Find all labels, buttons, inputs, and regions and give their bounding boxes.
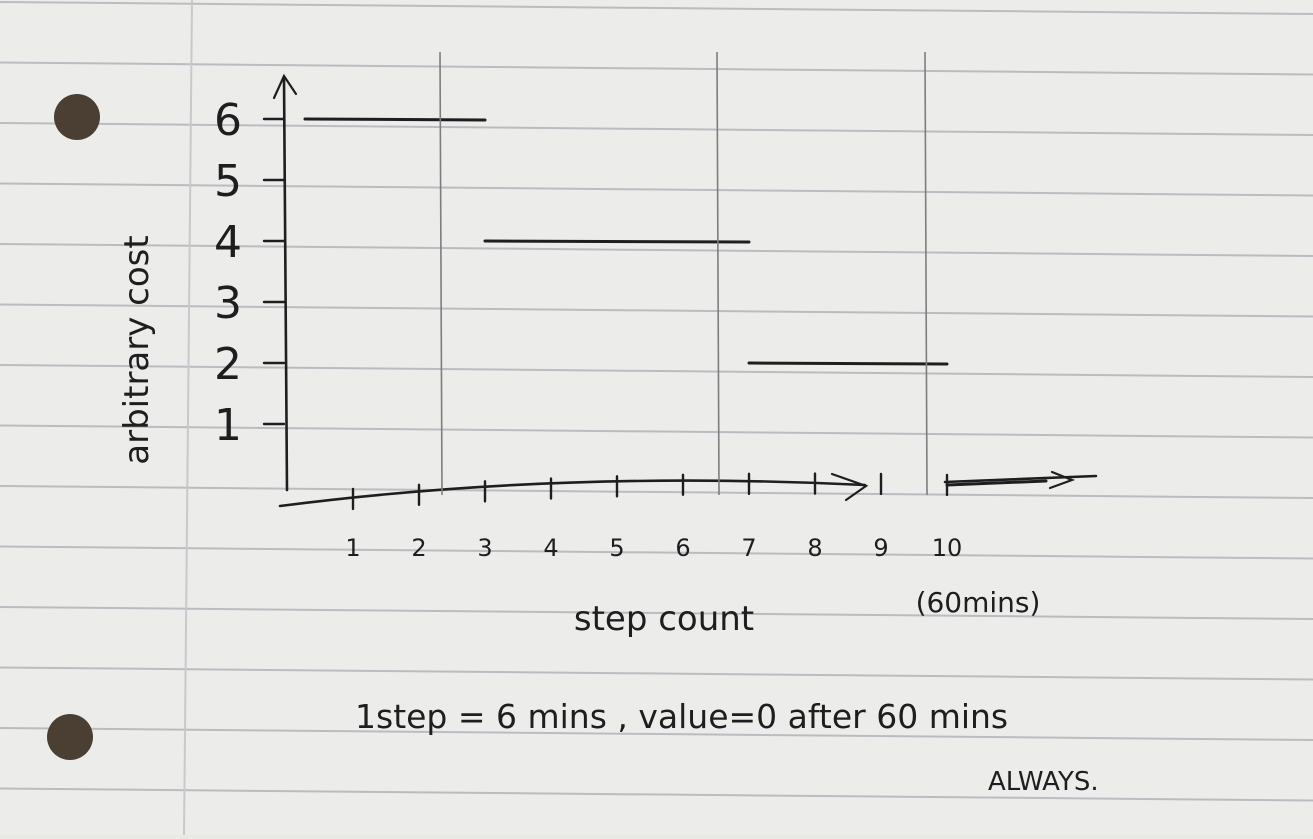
y-tick-label: 3 <box>214 278 242 329</box>
ruled-line <box>0 122 1313 136</box>
punch-hole-top <box>54 94 100 140</box>
x-tick-label: 8 <box>807 534 822 562</box>
chart-axes <box>272 73 1098 508</box>
x-axis-extension <box>943 474 1098 484</box>
x-axis-end-note: (60mins) <box>916 586 1041 619</box>
ruled-line <box>0 364 1313 378</box>
y-tick-label: 4 <box>214 217 242 268</box>
ruled-line <box>0 666 1313 681</box>
y-tick-label: 6 <box>214 95 242 146</box>
x-axis-line <box>278 479 867 508</box>
x-tick-marks <box>351 472 949 511</box>
y-tick-marks <box>262 117 286 426</box>
step-riser <box>924 51 928 496</box>
x-axis-arrowhead <box>830 472 869 502</box>
step-segment <box>945 479 1048 487</box>
y-tick-label: 1 <box>214 400 242 451</box>
step-segment <box>483 239 751 244</box>
x-tick-label: 6 <box>675 534 690 562</box>
ruled-line <box>0 243 1313 257</box>
ruled-line <box>0 1 1313 15</box>
x-tick-label: 7 <box>741 534 756 562</box>
y-axis-arrowhead <box>272 73 298 100</box>
y-axis-line <box>282 76 289 492</box>
step-segment <box>747 361 949 366</box>
ruled-line <box>0 303 1313 318</box>
x-tick-label: 2 <box>411 534 426 562</box>
step-riser <box>716 51 720 496</box>
x-tick-label: 4 <box>543 534 558 562</box>
step-segments <box>303 117 1048 487</box>
punch-hole-bottom <box>47 714 93 760</box>
x-tick-label: 10 <box>932 534 963 562</box>
ruled-line <box>0 61 1313 76</box>
x-axis-label: step count <box>574 599 754 639</box>
step-chart: 1 2 3 4 5 6 1 2 3 4 5 6 7 8 9 10 arbitrary cost step c… <box>117 51 1098 639</box>
x-tick-labels: 1 2 3 4 5 6 7 8 9 10 <box>345 534 962 562</box>
ruled-line <box>0 485 1313 499</box>
y-tick-label: 2 <box>214 339 242 390</box>
margin-line <box>183 0 193 836</box>
ruled-line <box>0 727 1313 741</box>
step-risers <box>439 51 928 496</box>
step-segment <box>303 117 487 122</box>
x-tick-label: 9 <box>873 534 888 562</box>
x-axis-extension-arrowhead <box>1048 470 1076 490</box>
step-riser <box>439 51 443 496</box>
ruled-line <box>0 787 1313 802</box>
y-tick-label: 5 <box>214 156 242 207</box>
y-axis-label: arbitrary cost <box>117 235 157 464</box>
ruled-line <box>0 606 1313 620</box>
note-line-1: 1step = 6 mins , value=0 after 60 mins <box>355 697 1008 736</box>
y-tick-labels: 1 2 3 4 5 6 <box>214 95 242 451</box>
note-line-2: ALWAYS. <box>988 767 1099 797</box>
x-tick-label: 3 <box>477 534 492 562</box>
ruled-line <box>0 182 1313 197</box>
x-tick-label: 5 <box>609 534 624 562</box>
ruled-line <box>0 545 1313 560</box>
ruled-line <box>0 424 1313 439</box>
x-tick-label: 1 <box>345 534 360 562</box>
